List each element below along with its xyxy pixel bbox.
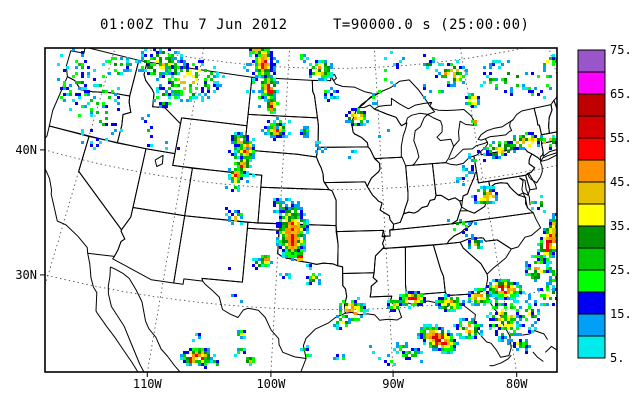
parallel-gridline — [45, 149, 557, 190]
colorbar-box — [577, 225, 606, 249]
boundary-lotw — [330, 74, 337, 82]
colorbar-box — [577, 313, 606, 337]
boundary-miU — [374, 97, 436, 127]
lon-label: 100W — [256, 377, 286, 391]
lat-label: 30N — [15, 268, 37, 282]
boundary-mxBaja — [87, 253, 145, 372]
colorbar-box — [577, 181, 606, 205]
axis-ticks — [40, 149, 518, 377]
boundary-bah2 — [532, 351, 544, 362]
boundary-chesE — [519, 177, 531, 206]
colorbar-label: 55. — [610, 131, 632, 145]
colorbar-box — [577, 335, 606, 359]
title-datetime: 01:00Z Thu 7 Jun 2012 — [100, 17, 288, 33]
colorbar-box — [577, 93, 606, 117]
map-frame — [44, 47, 558, 373]
boundary-mxGulf — [300, 358, 307, 372]
lat-label: 40N — [15, 143, 37, 157]
boundary-bah1 — [522, 330, 549, 340]
colorbar-label: 45. — [610, 175, 632, 189]
meridian-gridline — [45, 48, 116, 288]
boundary-mxSon — [110, 266, 181, 372]
boundary-canHur — [429, 105, 475, 147]
colorbar-label: 5. — [610, 351, 624, 365]
boundary-tx — [201, 227, 348, 359]
colorbar: 75. 65. 55. 45. 35. 25. 15. 5. — [577, 43, 632, 365]
colorbar-box — [577, 291, 606, 315]
lon-label: 80W — [506, 377, 528, 391]
axis-labels: 110W 100W 90W 80W 40N 30N — [15, 143, 528, 391]
boundary-de — [525, 173, 537, 191]
colorbar-box — [577, 159, 606, 183]
title-timer: T=90000.0 s (25:00:00) — [333, 17, 529, 33]
colorbar-label: 65. — [610, 87, 632, 101]
lon-label: 90W — [382, 377, 404, 391]
colorbar-box — [577, 115, 606, 139]
boundary-miL — [412, 113, 455, 166]
boundary-chesW — [519, 177, 528, 209]
colorbar-label: 75. — [610, 43, 632, 57]
lon-label: 110W — [133, 377, 163, 391]
boundary-nh — [548, 99, 557, 134]
colorbar-box — [577, 71, 606, 95]
boundary-canEri — [449, 141, 488, 160]
colorbar-box — [577, 203, 606, 227]
colorbar-box — [577, 137, 606, 161]
boundary-gsl — [154, 154, 164, 167]
meridian-gridline — [459, 48, 518, 372]
boundary-nj — [527, 153, 543, 184]
boundary-keys — [489, 354, 512, 367]
parallel-gridline — [45, 274, 557, 310]
colorbar-box — [577, 247, 606, 271]
colorbar-box — [577, 269, 606, 293]
boundary-ct — [541, 140, 557, 157]
colorbar-label: 25. — [610, 263, 632, 277]
precipitation-field — [57, 48, 557, 369]
colorbar-label: 15. — [610, 307, 632, 321]
boundary-canOnt — [477, 119, 514, 141]
colorbar-label: 35. — [610, 219, 632, 233]
boundary-wi — [351, 104, 408, 160]
colorbar-box — [577, 49, 606, 73]
boundary-bah3 — [544, 345, 557, 353]
